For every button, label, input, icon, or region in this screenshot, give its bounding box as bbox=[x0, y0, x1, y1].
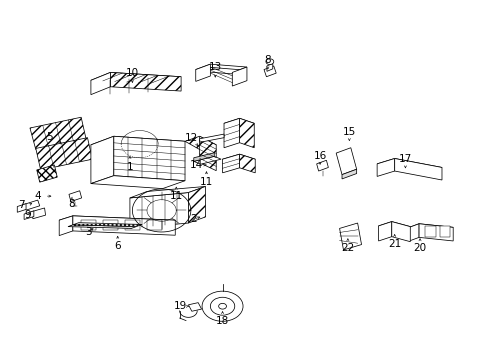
Polygon shape bbox=[378, 222, 391, 241]
Text: 18: 18 bbox=[216, 316, 229, 325]
Polygon shape bbox=[125, 220, 140, 230]
Polygon shape bbox=[59, 216, 73, 235]
Polygon shape bbox=[394, 158, 441, 180]
Polygon shape bbox=[408, 224, 452, 231]
Text: 20: 20 bbox=[413, 243, 426, 253]
Text: 11: 11 bbox=[200, 177, 213, 187]
Polygon shape bbox=[36, 138, 92, 170]
Polygon shape bbox=[103, 220, 118, 230]
Text: 4: 4 bbox=[34, 191, 41, 201]
Polygon shape bbox=[24, 211, 34, 220]
Text: 17: 17 bbox=[398, 154, 411, 164]
Polygon shape bbox=[232, 67, 246, 86]
Text: 16: 16 bbox=[313, 150, 326, 161]
Polygon shape bbox=[59, 216, 175, 225]
Text: 7: 7 bbox=[18, 200, 24, 210]
Polygon shape bbox=[193, 156, 221, 164]
Polygon shape bbox=[264, 66, 276, 77]
Polygon shape bbox=[408, 224, 418, 241]
Circle shape bbox=[218, 303, 226, 309]
Polygon shape bbox=[341, 169, 356, 179]
Polygon shape bbox=[114, 136, 184, 181]
Circle shape bbox=[210, 297, 234, 315]
Polygon shape bbox=[195, 64, 210, 81]
Text: 19: 19 bbox=[173, 301, 186, 311]
Polygon shape bbox=[73, 216, 175, 235]
Polygon shape bbox=[376, 158, 441, 173]
Polygon shape bbox=[91, 176, 184, 189]
Text: 5: 5 bbox=[46, 132, 53, 142]
Text: 15: 15 bbox=[342, 127, 355, 136]
Text: 8: 8 bbox=[264, 55, 271, 65]
Polygon shape bbox=[69, 191, 81, 202]
Polygon shape bbox=[91, 136, 184, 150]
Polygon shape bbox=[91, 72, 181, 84]
Polygon shape bbox=[239, 118, 254, 148]
Text: 13: 13 bbox=[208, 62, 222, 72]
Polygon shape bbox=[424, 226, 435, 237]
Polygon shape bbox=[91, 136, 114, 184]
Polygon shape bbox=[418, 224, 452, 241]
Polygon shape bbox=[391, 222, 409, 242]
Polygon shape bbox=[224, 118, 239, 148]
Polygon shape bbox=[81, 220, 96, 230]
Text: 11: 11 bbox=[169, 191, 183, 201]
Text: 8: 8 bbox=[68, 199, 75, 210]
Polygon shape bbox=[147, 220, 161, 230]
Polygon shape bbox=[195, 64, 246, 72]
Text: 9: 9 bbox=[24, 210, 31, 220]
Polygon shape bbox=[188, 186, 205, 223]
Polygon shape bbox=[184, 136, 216, 150]
Polygon shape bbox=[37, 165, 57, 182]
Polygon shape bbox=[224, 118, 254, 129]
Text: 10: 10 bbox=[125, 68, 139, 78]
Polygon shape bbox=[378, 222, 409, 231]
Polygon shape bbox=[222, 154, 255, 164]
Text: 14: 14 bbox=[190, 160, 203, 170]
Polygon shape bbox=[316, 160, 328, 171]
Polygon shape bbox=[239, 154, 255, 173]
Text: 21: 21 bbox=[387, 239, 401, 249]
Polygon shape bbox=[24, 200, 40, 210]
Polygon shape bbox=[188, 303, 201, 311]
Polygon shape bbox=[110, 72, 181, 91]
Circle shape bbox=[202, 291, 243, 321]
Polygon shape bbox=[376, 158, 394, 176]
Polygon shape bbox=[222, 154, 239, 173]
Text: 6: 6 bbox=[114, 241, 121, 251]
Polygon shape bbox=[193, 153, 214, 161]
Polygon shape bbox=[339, 223, 361, 250]
Text: 22: 22 bbox=[341, 243, 354, 253]
Polygon shape bbox=[335, 148, 356, 175]
Polygon shape bbox=[266, 63, 272, 71]
Polygon shape bbox=[439, 226, 449, 237]
Polygon shape bbox=[30, 117, 86, 149]
Polygon shape bbox=[91, 72, 110, 95]
Text: 12: 12 bbox=[185, 133, 198, 143]
Text: 2: 2 bbox=[190, 215, 196, 224]
Polygon shape bbox=[32, 208, 45, 219]
Polygon shape bbox=[68, 225, 136, 228]
Polygon shape bbox=[73, 223, 142, 226]
Text: 3: 3 bbox=[85, 227, 92, 237]
Polygon shape bbox=[199, 136, 216, 171]
Polygon shape bbox=[17, 204, 26, 212]
Text: 1: 1 bbox=[126, 162, 133, 172]
Polygon shape bbox=[200, 67, 242, 74]
Polygon shape bbox=[199, 134, 224, 142]
Circle shape bbox=[265, 59, 273, 64]
Polygon shape bbox=[130, 186, 205, 198]
Polygon shape bbox=[130, 193, 188, 228]
